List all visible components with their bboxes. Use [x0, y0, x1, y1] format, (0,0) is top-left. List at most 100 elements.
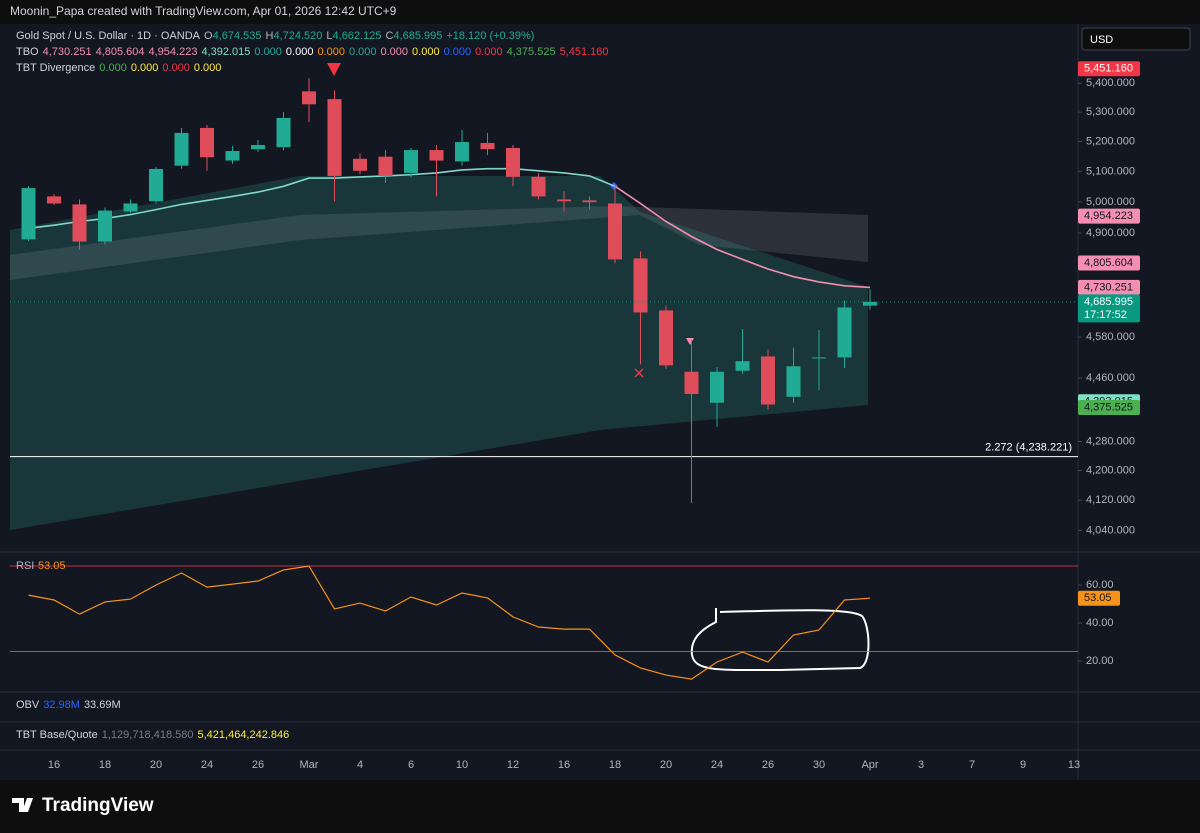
candle-body: [225, 150, 240, 161]
candle-body: [480, 142, 495, 150]
legend-value: 1,129,718,418.580: [101, 729, 194, 741]
legend-value: 0.000: [162, 62, 190, 74]
x-tick-label: 24: [201, 759, 213, 771]
y-tick-label: 5,300.000: [1086, 106, 1135, 118]
x-tick-label: 3: [918, 759, 924, 771]
legend-value: 4,375.525: [506, 46, 556, 58]
legend-line: TBT Divergence 0.000 0.000 0.000 0.000: [16, 62, 225, 74]
legend-value: 0.000: [317, 46, 345, 58]
candle-body: [302, 91, 316, 105]
x-tick-label: 4: [357, 759, 363, 771]
candle-body: [557, 199, 571, 202]
cloud-upper: [10, 206, 868, 280]
x-tick-label: 26: [252, 759, 264, 771]
y-tick-label: 40.00: [1086, 617, 1114, 629]
legend-value: 0.000: [130, 62, 159, 74]
top-bar: [0, 0, 1200, 24]
legend-line: TBO 4,730.251 4,805.604 4,954.223 4,392.015 0…: [16, 46, 613, 58]
legend-title: TBO: [16, 46, 39, 58]
legend-key: L: [326, 30, 333, 42]
candle-body: [506, 148, 520, 177]
legend-value: 0.000: [254, 46, 282, 58]
candle-body: [812, 357, 826, 359]
candle-body: [276, 117, 291, 148]
candle-body: [123, 203, 138, 212]
price-tag: [1078, 208, 1140, 224]
currency-button[interactable]: [1081, 27, 1191, 51]
legend-value: 0.000: [475, 46, 503, 58]
candle-body: [837, 307, 852, 358]
legend-line: TBT Base/Quote 1,129,718,418.580 5,421,464…: [16, 729, 293, 741]
candle-body: [72, 204, 87, 242]
legend-value: 0.000: [99, 62, 127, 74]
candle-body: [327, 99, 342, 176]
y-tick-label: 20.00: [1086, 655, 1114, 667]
legend-value: 5,451.160: [559, 46, 609, 58]
y-tick-label: 5,200.000: [1086, 135, 1135, 147]
rsi-line: [28, 565, 871, 680]
x-tick-label: 18: [609, 759, 621, 771]
x-tick-label: 16: [558, 759, 570, 771]
candle-body: [710, 371, 724, 403]
legend-line: Gold Spot / U.S. Dollar · 1D · OANDA O4,6…: [16, 30, 538, 42]
x-tick-label: 20: [660, 759, 672, 771]
legend-title: OBV: [16, 699, 40, 711]
price-tag-label: 4,375.525: [1084, 401, 1133, 413]
x-tick-label: Apr: [861, 759, 878, 771]
legend-key: O: [204, 30, 213, 42]
fib-label: 2.272 (4,238.221): [985, 442, 1072, 454]
x-tick-label: 12: [507, 759, 519, 771]
legend-value: +18.120 (+0.39%): [446, 30, 535, 42]
legend-value: 4,724.520: [273, 30, 323, 42]
candle-body: [608, 203, 622, 260]
y-tick-label: 4,580.000: [1086, 331, 1135, 343]
x-tick-label: 13: [1068, 759, 1080, 771]
legend-value: 4,805.604: [95, 46, 145, 58]
candle-body: [786, 366, 801, 397]
candle-body: [251, 145, 265, 150]
hand-drawn-circle: [690, 608, 870, 672]
signal-marker: [686, 338, 694, 345]
price-tag-label: 53.05: [1084, 592, 1112, 604]
y-tick-label: 5,000.000: [1086, 196, 1135, 208]
legend-value: 4,674.535: [212, 30, 262, 42]
x-tick-label: Mar: [300, 759, 319, 771]
candle-body: [735, 361, 750, 371]
candle-body: [47, 196, 61, 204]
candle-body: [200, 127, 214, 158]
brand-logo: [12, 798, 33, 812]
rsi-legend-value: 53.05: [38, 560, 66, 572]
legend-value: 4,954.223: [148, 46, 198, 58]
y-tick-label: 4,200.000: [1086, 464, 1135, 476]
price-tag-label: 4,685.995: [1084, 296, 1133, 308]
legend-title: TBT Base/Quote: [16, 729, 98, 741]
price-tag-countdown: 17:17:52: [1084, 309, 1127, 321]
legend-value: 4,662.125: [332, 30, 382, 42]
y-tick-label: 4,900.000: [1086, 227, 1135, 239]
brand: TradingView: [42, 795, 154, 816]
x-tick-label: 26: [762, 759, 774, 771]
legend-title: TBT Divergence: [16, 62, 96, 74]
legend-value: 0.000: [193, 62, 222, 74]
price-tag: [1078, 399, 1140, 415]
candle-body: [455, 142, 469, 162]
y-tick-label: 5,400.000: [1086, 77, 1135, 89]
candle-body: [174, 132, 189, 166]
indicator-line: [614, 185, 871, 289]
y-tick-label: 4,280.000: [1086, 435, 1135, 447]
legend-title: Gold Spot / U.S. Dollar · 1D · OANDA: [16, 30, 200, 42]
x-tick-label: 7: [969, 759, 975, 771]
legend-value: 4,392.015: [201, 46, 251, 58]
price-tag-label: 4,805.604: [1084, 257, 1133, 269]
legend-value: 0.000: [380, 46, 409, 58]
x-tick-label: 6: [408, 759, 414, 771]
y-tick-label: 4,460.000: [1086, 372, 1135, 384]
candle-body: [378, 156, 393, 176]
x-tick-label: 18: [99, 759, 111, 771]
credit: Moonin_Papa created with TradingView.com…: [10, 4, 397, 18]
currency[interactable]: USD: [1090, 34, 1113, 46]
legend-value: 0.000: [412, 46, 440, 58]
candle-body: [761, 356, 775, 405]
